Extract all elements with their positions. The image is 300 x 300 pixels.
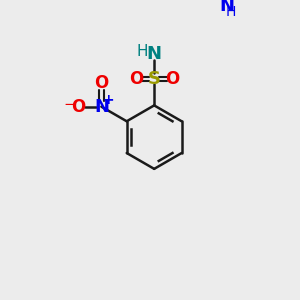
Text: O: O	[129, 70, 143, 88]
Text: N: N	[219, 0, 234, 15]
Text: H: H	[137, 44, 148, 59]
Text: N: N	[94, 98, 109, 116]
Text: H: H	[226, 5, 236, 19]
Text: +: +	[102, 93, 114, 107]
Text: O: O	[71, 98, 85, 116]
Text: S: S	[148, 70, 161, 88]
Text: −: −	[63, 97, 76, 112]
Text: O: O	[94, 74, 109, 92]
Text: O: O	[165, 70, 180, 88]
Text: N: N	[147, 45, 162, 63]
